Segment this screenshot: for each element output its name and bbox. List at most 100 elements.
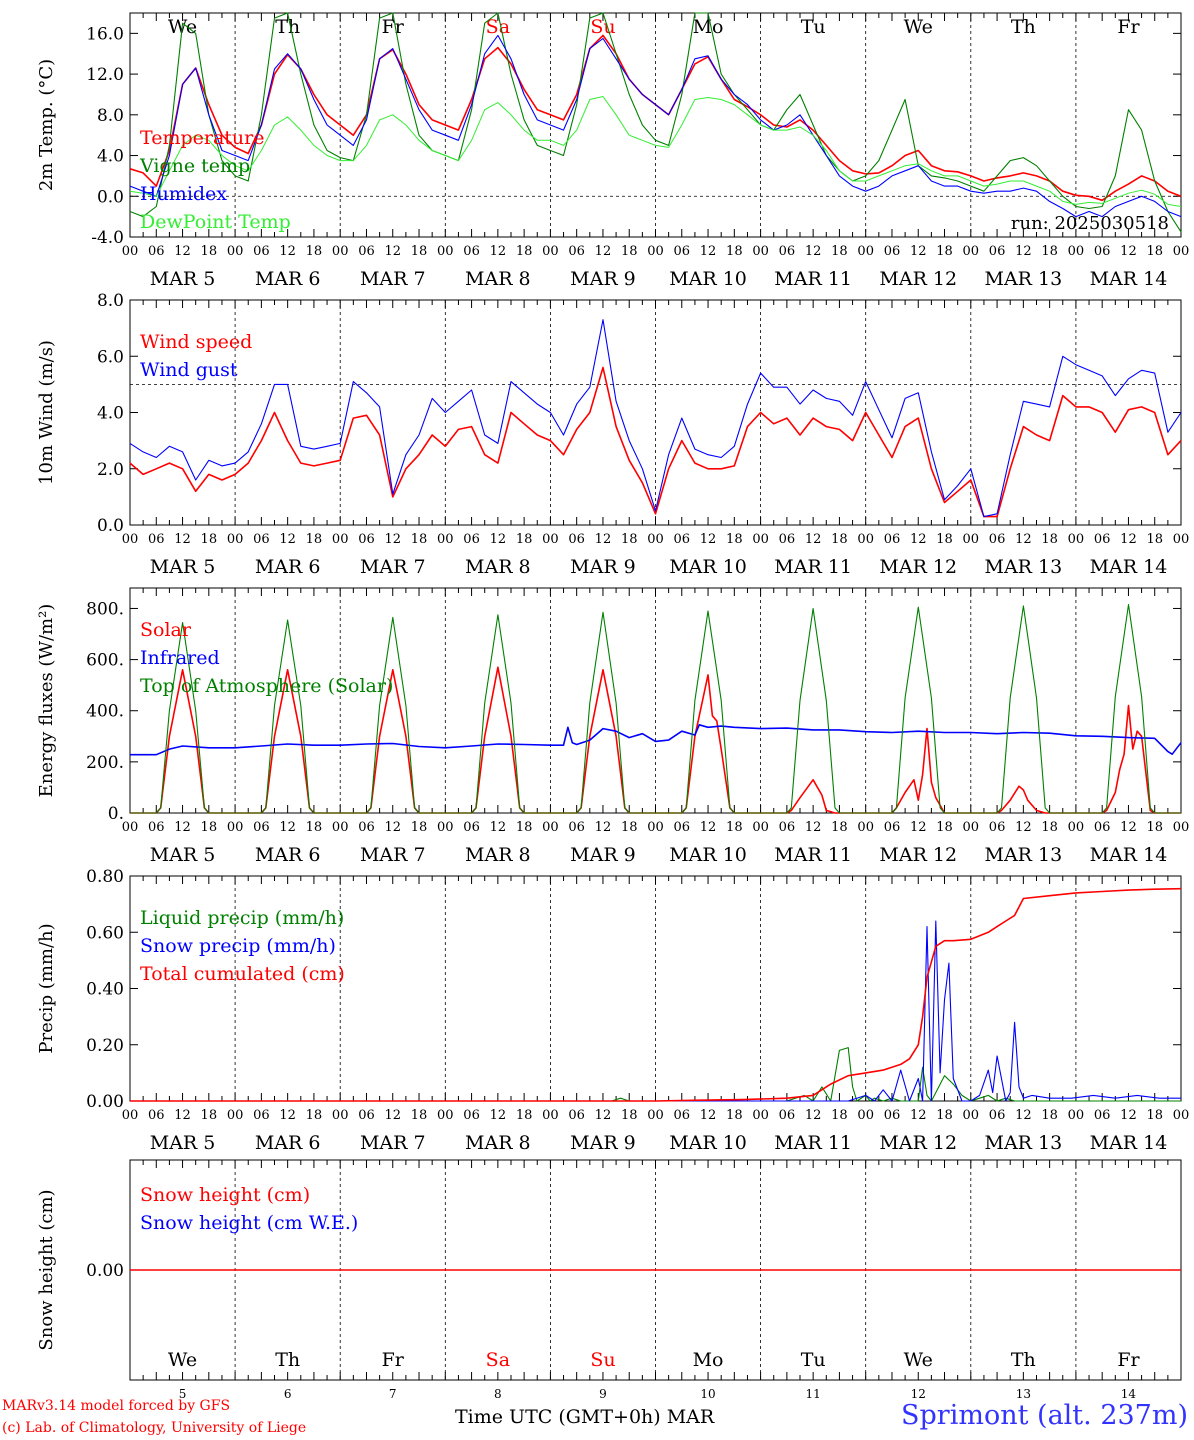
hour-tick-label: 18 <box>1146 244 1163 259</box>
hour-tick-label: 06 <box>884 820 901 835</box>
panel-temp: 00 06 12 18 00 06 12 18 00 06 12 18 00 06 12 18 00 06 12 18… <box>36 12 1189 290</box>
day-name-label: Su <box>590 1349 615 1371</box>
day-number-label: 6 <box>284 1387 292 1401</box>
legend-entry: Wind speed <box>140 331 252 353</box>
hour-tick-label: 12 <box>910 244 927 259</box>
hour-tick-label: 06 <box>358 820 375 835</box>
hour-tick-label: 18 <box>411 244 428 259</box>
date-label: MAR 12 <box>879 1132 957 1154</box>
hour-tick-label: 06 <box>253 1108 270 1123</box>
hour-tick-label: 12 <box>174 1108 191 1123</box>
hour-tick-label: 18 <box>516 1108 533 1123</box>
hour-tick-label: 06 <box>568 1108 585 1123</box>
day-number-label: 13 <box>1016 1387 1031 1401</box>
hour-tick-label: 00 <box>963 1108 980 1123</box>
y-tick-label: 200. <box>86 753 124 773</box>
hour-tick-label: 12 <box>805 532 822 547</box>
date-label: MAR 5 <box>150 268 216 290</box>
hour-tick-label: 00 <box>857 244 874 259</box>
hour-tick-label: 18 <box>621 244 638 259</box>
y-axis-label: 10m Wind (m/s) <box>36 340 57 485</box>
hour-tick-label: 00 <box>647 532 664 547</box>
hour-tick-label: 18 <box>726 244 743 259</box>
hour-tick-label: 06 <box>253 532 270 547</box>
day-number-label: 12 <box>911 1387 926 1401</box>
hour-tick-label: 12 <box>595 532 612 547</box>
hour-tick-label: 12 <box>1015 532 1032 547</box>
hour-tick-label: 12 <box>910 1108 927 1123</box>
hour-tick-label: 12 <box>595 820 612 835</box>
hour-tick-label: 18 <box>411 1108 428 1123</box>
day-name-label: Fr <box>382 1349 405 1371</box>
hour-tick-label: 06 <box>674 820 691 835</box>
date-label: MAR 5 <box>150 556 216 578</box>
hour-tick-label: 18 <box>1041 1108 1058 1123</box>
hour-tick-label: 12 <box>1120 244 1137 259</box>
hour-tick-label: 12 <box>1120 1108 1137 1123</box>
hour-tick-label: 12 <box>384 532 401 547</box>
hour-tick-label: 06 <box>1094 532 1111 547</box>
date-label: MAR 10 <box>669 844 747 866</box>
hour-tick-label: 06 <box>148 532 165 547</box>
hour-tick-label: 00 <box>542 532 559 547</box>
y-tick-label: 16.0 <box>86 24 124 44</box>
date-label: MAR 9 <box>570 844 636 866</box>
panel-flux: 00 06 12 18 00 06 12 18 00 06 12 18 00 06 12 18 00 06 12 18… <box>36 587 1190 866</box>
hour-tick-label: 18 <box>831 532 848 547</box>
hour-tick-label: 12 <box>174 532 191 547</box>
day-name-label: Tu <box>801 1349 826 1371</box>
hour-tick-label: 12 <box>279 820 296 835</box>
hour-tick-label: 18 <box>306 244 323 259</box>
hour-tick-label: 00 <box>1068 244 1085 259</box>
legend-entry: Liquid precip (mm/h) <box>140 907 344 929</box>
date-label: MAR 10 <box>669 1132 747 1154</box>
hour-tick-label: 12 <box>490 1108 507 1123</box>
legend-entry: Infrared <box>140 647 220 669</box>
hour-tick-label: 00 <box>542 244 559 259</box>
series-line-wind-speed <box>129 366 1182 518</box>
day-name-label: Tu <box>801 16 826 38</box>
date-label: MAR 12 <box>879 556 957 578</box>
hour-tick-label: 18 <box>516 532 533 547</box>
day-name-label: Fr <box>1117 1349 1140 1371</box>
date-label: MAR 13 <box>984 1132 1062 1154</box>
date-label: MAR 11 <box>774 844 852 866</box>
hour-tick-label: 00 <box>437 820 454 835</box>
y-tick-label: 12.0 <box>86 65 124 85</box>
y-tick-label: 0.20 <box>86 1036 124 1056</box>
hour-tick-label: 12 <box>384 1108 401 1123</box>
hour-tick-label: 18 <box>1041 532 1058 547</box>
y-tick-label: 8.0 <box>97 291 124 311</box>
date-label: MAR 11 <box>774 268 852 290</box>
hour-tick-label: 06 <box>674 1108 691 1123</box>
hour-tick-label: 00 <box>1173 820 1190 835</box>
hour-tick-label: 00 <box>647 1108 664 1123</box>
legend-entry: Vigne temp <box>139 155 250 177</box>
hour-tick-label: 00 <box>752 820 769 835</box>
y-tick-label: 800. <box>86 599 124 619</box>
date-label: MAR 10 <box>669 556 747 578</box>
hour-tick-label: 12 <box>700 244 717 259</box>
hour-tick-label: 18 <box>1146 1108 1163 1123</box>
hour-tick-label: 00 <box>437 532 454 547</box>
hour-tick-label: 12 <box>490 820 507 835</box>
hour-tick-label: 18 <box>516 820 533 835</box>
day-name-label: Sa <box>486 1349 510 1371</box>
hour-tick-label: 18 <box>1146 532 1163 547</box>
day-name-label: We <box>904 16 933 38</box>
y-tick-label: 0.0 <box>97 516 124 536</box>
day-name-label: Fr <box>1117 16 1140 38</box>
day-name-label: Sa <box>486 16 510 38</box>
hour-tick-label: 12 <box>490 532 507 547</box>
hour-tick-label: 00 <box>122 532 139 547</box>
day-name-label: Mo <box>693 1349 724 1371</box>
hour-tick-label: 00 <box>857 820 874 835</box>
hour-tick-label: 18 <box>1041 820 1058 835</box>
hour-tick-label: 00 <box>752 244 769 259</box>
y-axis-label: 2m Temp. (°C) <box>36 59 57 191</box>
hour-tick-label: 00 <box>1173 1108 1190 1123</box>
hour-tick-label: 18 <box>621 532 638 547</box>
hour-tick-label: 00 <box>647 820 664 835</box>
date-label: MAR 7 <box>360 556 426 578</box>
legend-entry: Solar <box>140 619 192 641</box>
